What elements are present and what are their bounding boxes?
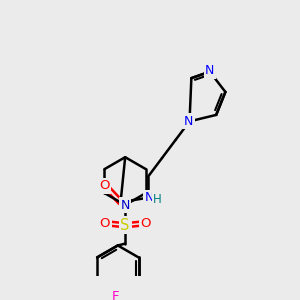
Text: N: N [144, 191, 154, 204]
Text: S: S [121, 218, 130, 233]
Text: O: O [99, 179, 109, 192]
Text: H: H [153, 193, 162, 206]
Text: F: F [111, 290, 119, 300]
Text: N: N [121, 199, 130, 212]
Text: O: O [100, 217, 110, 230]
Text: O: O [140, 217, 151, 230]
Text: N: N [205, 64, 214, 77]
Text: N: N [184, 115, 193, 128]
